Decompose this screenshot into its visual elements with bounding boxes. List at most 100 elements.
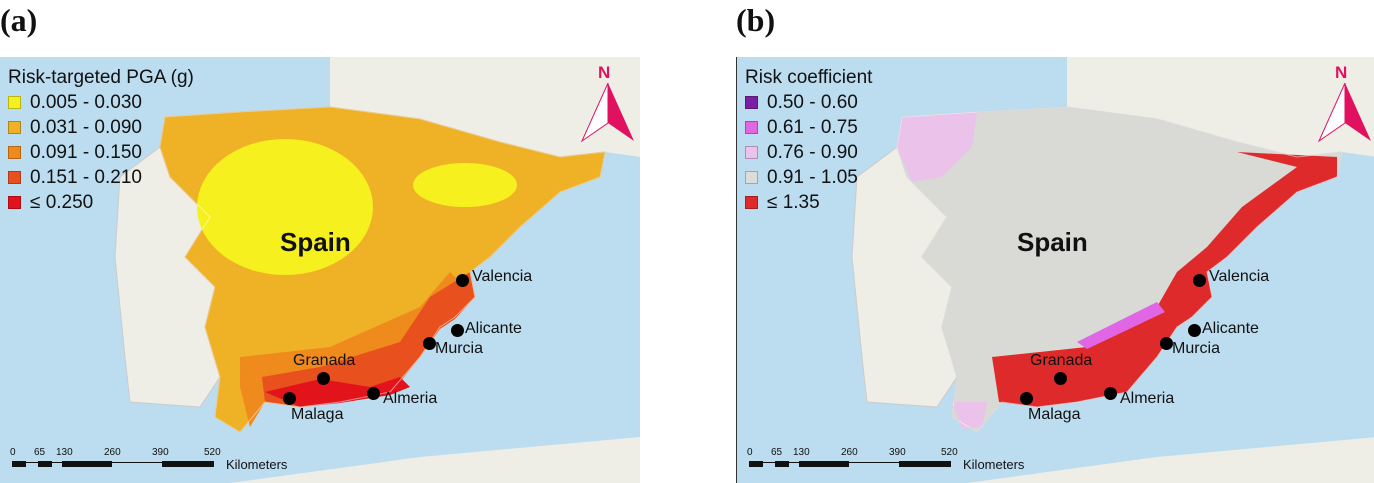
scale-tick: 260 (104, 447, 121, 458)
legend-range: ≤ 1.35 (767, 192, 820, 213)
city-label: Malaga (291, 406, 344, 423)
scale-unit: Kilometers (963, 457, 1025, 472)
legend-range: 0.005 - 0.030 (30, 92, 142, 113)
scale-segment (899, 461, 951, 467)
coef-zone-0.61-0.75 (1077, 302, 1165, 349)
africa-land (230, 437, 640, 483)
legend-item: ≤ 1.35 (745, 190, 872, 215)
scale-tick: 130 (56, 447, 73, 458)
city-marker[interactable] (1188, 324, 1201, 337)
legend-range: 0.91 - 1.05 (767, 167, 858, 188)
scale-tick: 520 (204, 447, 221, 458)
city-label: Almeria (383, 390, 438, 407)
scale-tick: 0 (10, 447, 16, 458)
legend-swatch (745, 196, 758, 209)
city-marker[interactable] (451, 324, 464, 337)
city-label: Murcia (1172, 340, 1221, 357)
panel-b-label: (b) (736, 2, 776, 38)
legend-item: 0.031 - 0.090 (8, 115, 194, 140)
legend-title: Risk coefficient (745, 67, 873, 88)
scale-tick: 260 (841, 447, 858, 458)
legend-item: 0.61 - 0.75 (745, 115, 872, 140)
city-marker[interactable] (367, 387, 380, 400)
scale-segment (12, 461, 26, 467)
scale-tick: 65 (771, 447, 783, 458)
pga-zone-high (262, 272, 475, 407)
legend-swatch (8, 196, 21, 209)
north-label: N (598, 63, 611, 82)
scale-segment (775, 461, 789, 467)
country-label: Spain (280, 227, 351, 257)
city-label: Almeria (1120, 390, 1175, 407)
map-panel-b[interactable]: Risk coefficient 0.50 - 0.60 0.61 - 0.75 0.… (736, 57, 1374, 483)
legend-swatch (745, 146, 758, 159)
city-marker[interactable] (317, 372, 330, 385)
scale-tick: 390 (889, 447, 906, 458)
legend-item: ≤ 0.250 (8, 190, 194, 215)
legend-swatch (745, 121, 758, 134)
legend-range: 0.031 - 0.090 (30, 117, 142, 138)
legend-swatch (8, 96, 21, 109)
legend-swatch (8, 146, 21, 159)
north-arrow-icon (1317, 83, 1371, 143)
legend-item: 0.91 - 1.05 (745, 165, 872, 190)
africa-land (967, 437, 1374, 483)
country-label: Spain (1017, 227, 1088, 257)
city-label: Alicante (465, 320, 522, 337)
scale-segment (62, 461, 112, 467)
north-label: N (1335, 63, 1348, 82)
legend-range: 0.151 - 0.210 (30, 167, 142, 188)
city-label: Alicante (1202, 320, 1259, 337)
city-marker[interactable] (1160, 337, 1173, 350)
city-marker[interactable] (423, 337, 436, 350)
pga-zone-low (197, 139, 373, 275)
legend-range: 0.76 - 0.90 (767, 142, 858, 163)
pga-zone-max (265, 377, 410, 407)
scale-tick: 65 (34, 447, 46, 458)
legend-range: 0.50 - 0.60 (767, 92, 858, 113)
legend-swatch (8, 121, 21, 134)
scale-segment (799, 461, 849, 467)
city-label: Valencia (1209, 268, 1270, 285)
city-label: Malaga (1028, 406, 1081, 423)
city-marker[interactable] (1104, 387, 1117, 400)
legend-swatch (745, 171, 758, 184)
city-marker[interactable] (1020, 392, 1033, 405)
city-marker[interactable] (456, 274, 469, 287)
city-marker[interactable] (1054, 372, 1067, 385)
scale-segment (38, 461, 52, 467)
city-marker[interactable] (1193, 274, 1206, 287)
north-arrow-icon (580, 83, 634, 143)
scale-segment (749, 461, 763, 467)
scale-tick: 0 (747, 447, 753, 458)
legend-item: 0.005 - 0.030 (8, 90, 194, 115)
france-land (1067, 57, 1374, 157)
legend-item: 0.76 - 0.90 (745, 140, 872, 165)
scale-unit: Kilometers (226, 457, 288, 472)
map-canvas (0, 57, 640, 483)
legend-range: 0.61 - 0.75 (767, 117, 858, 138)
france-land (330, 57, 640, 157)
scale-segment (162, 461, 214, 467)
legend-swatch (745, 96, 758, 109)
panel-a-label: (a) (0, 2, 38, 38)
legend-item: 0.50 - 0.60 (745, 90, 872, 115)
map-panel-a[interactable]: Risk-targeted PGA (g) 0.005 - 0.030 0.031 … (0, 57, 640, 483)
coef-zone-max (992, 152, 1337, 407)
scale-tick: 390 (152, 447, 169, 458)
map-canvas (737, 57, 1374, 483)
scale-tick: 520 (941, 447, 958, 458)
legend-swatch (8, 171, 21, 184)
legend-title: Risk-targeted PGA (g) (8, 67, 194, 88)
legend: Risk-targeted PGA (g) 0.005 - 0.030 0.031 … (8, 65, 194, 215)
city-label: Murcia (435, 340, 484, 357)
legend-range: 0.091 - 0.150 (30, 142, 142, 163)
city-label: Granada (1030, 352, 1093, 369)
coef-zone-0.76-0.90 (897, 112, 977, 182)
pga-zone-low (413, 163, 517, 207)
city-marker[interactable] (283, 392, 296, 405)
scale-tick: 130 (793, 447, 810, 458)
legend-item: 0.151 - 0.210 (8, 165, 194, 190)
legend: Risk coefficient 0.50 - 0.60 0.61 - 0.75 0.… (745, 65, 872, 215)
legend-range: ≤ 0.250 (30, 192, 94, 213)
